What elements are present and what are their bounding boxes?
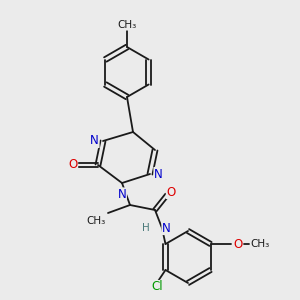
Text: N: N xyxy=(118,188,126,201)
Text: Cl: Cl xyxy=(152,280,163,293)
Text: CH₃: CH₃ xyxy=(87,216,106,226)
Text: N: N xyxy=(90,134,99,148)
Text: N: N xyxy=(162,221,171,235)
Text: CH₃: CH₃ xyxy=(250,239,270,249)
Text: H: H xyxy=(142,223,150,233)
Text: O: O xyxy=(233,238,243,250)
Text: N: N xyxy=(154,167,163,181)
Text: CH₃: CH₃ xyxy=(117,20,136,30)
Text: O: O xyxy=(68,158,78,172)
Text: O: O xyxy=(167,185,176,199)
